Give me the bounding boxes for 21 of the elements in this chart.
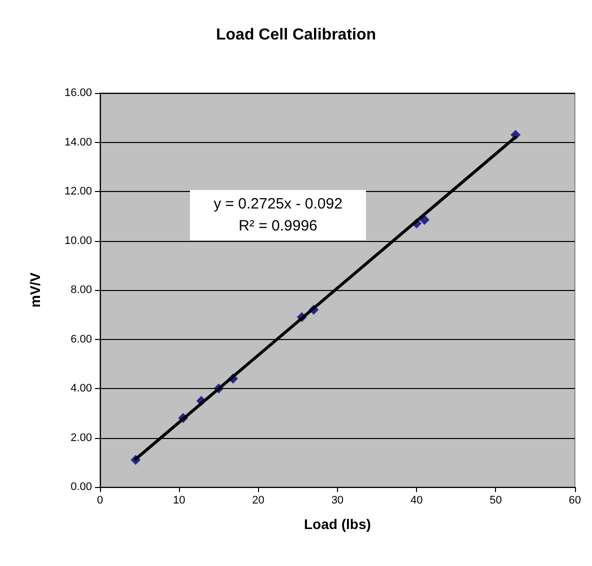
x-tick-label: 50	[490, 494, 502, 506]
x-axis-title: Load (lbs)	[304, 516, 371, 532]
x-tick-label: 60	[568, 494, 582, 506]
chart-title: Load Cell Calibration	[216, 26, 376, 44]
x-tick-label: 40	[410, 494, 423, 506]
x-tick-label: 0	[96, 494, 104, 506]
x-tick-label: 30	[331, 494, 344, 506]
y-tick-label: 14.00	[64, 136, 92, 148]
y-tick-label: 12.00	[64, 186, 92, 198]
y-tick-label: 8.00	[70, 284, 92, 296]
annotation: y = 0.2725x - 0.092	[214, 196, 342, 212]
y-tick-label: 2.00	[70, 432, 92, 444]
y-tick-label: 6.00	[70, 333, 92, 346]
y-tick-label: 4.00	[70, 382, 92, 394]
annotation: R² = 0.9996	[238, 218, 318, 234]
y-tick-label: 16.00	[64, 87, 92, 99]
y-tick-label: 10.00	[64, 234, 92, 247]
y-tick-label: 0.00	[70, 481, 92, 493]
y-axis-title: mV/V	[27, 272, 43, 308]
x-tick-label: 10	[173, 494, 186, 506]
x-tick-label: 20	[252, 494, 264, 506]
